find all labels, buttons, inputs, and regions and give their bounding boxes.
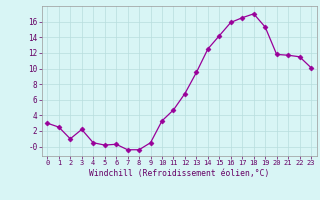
X-axis label: Windchill (Refroidissement éolien,°C): Windchill (Refroidissement éolien,°C): [89, 169, 269, 178]
